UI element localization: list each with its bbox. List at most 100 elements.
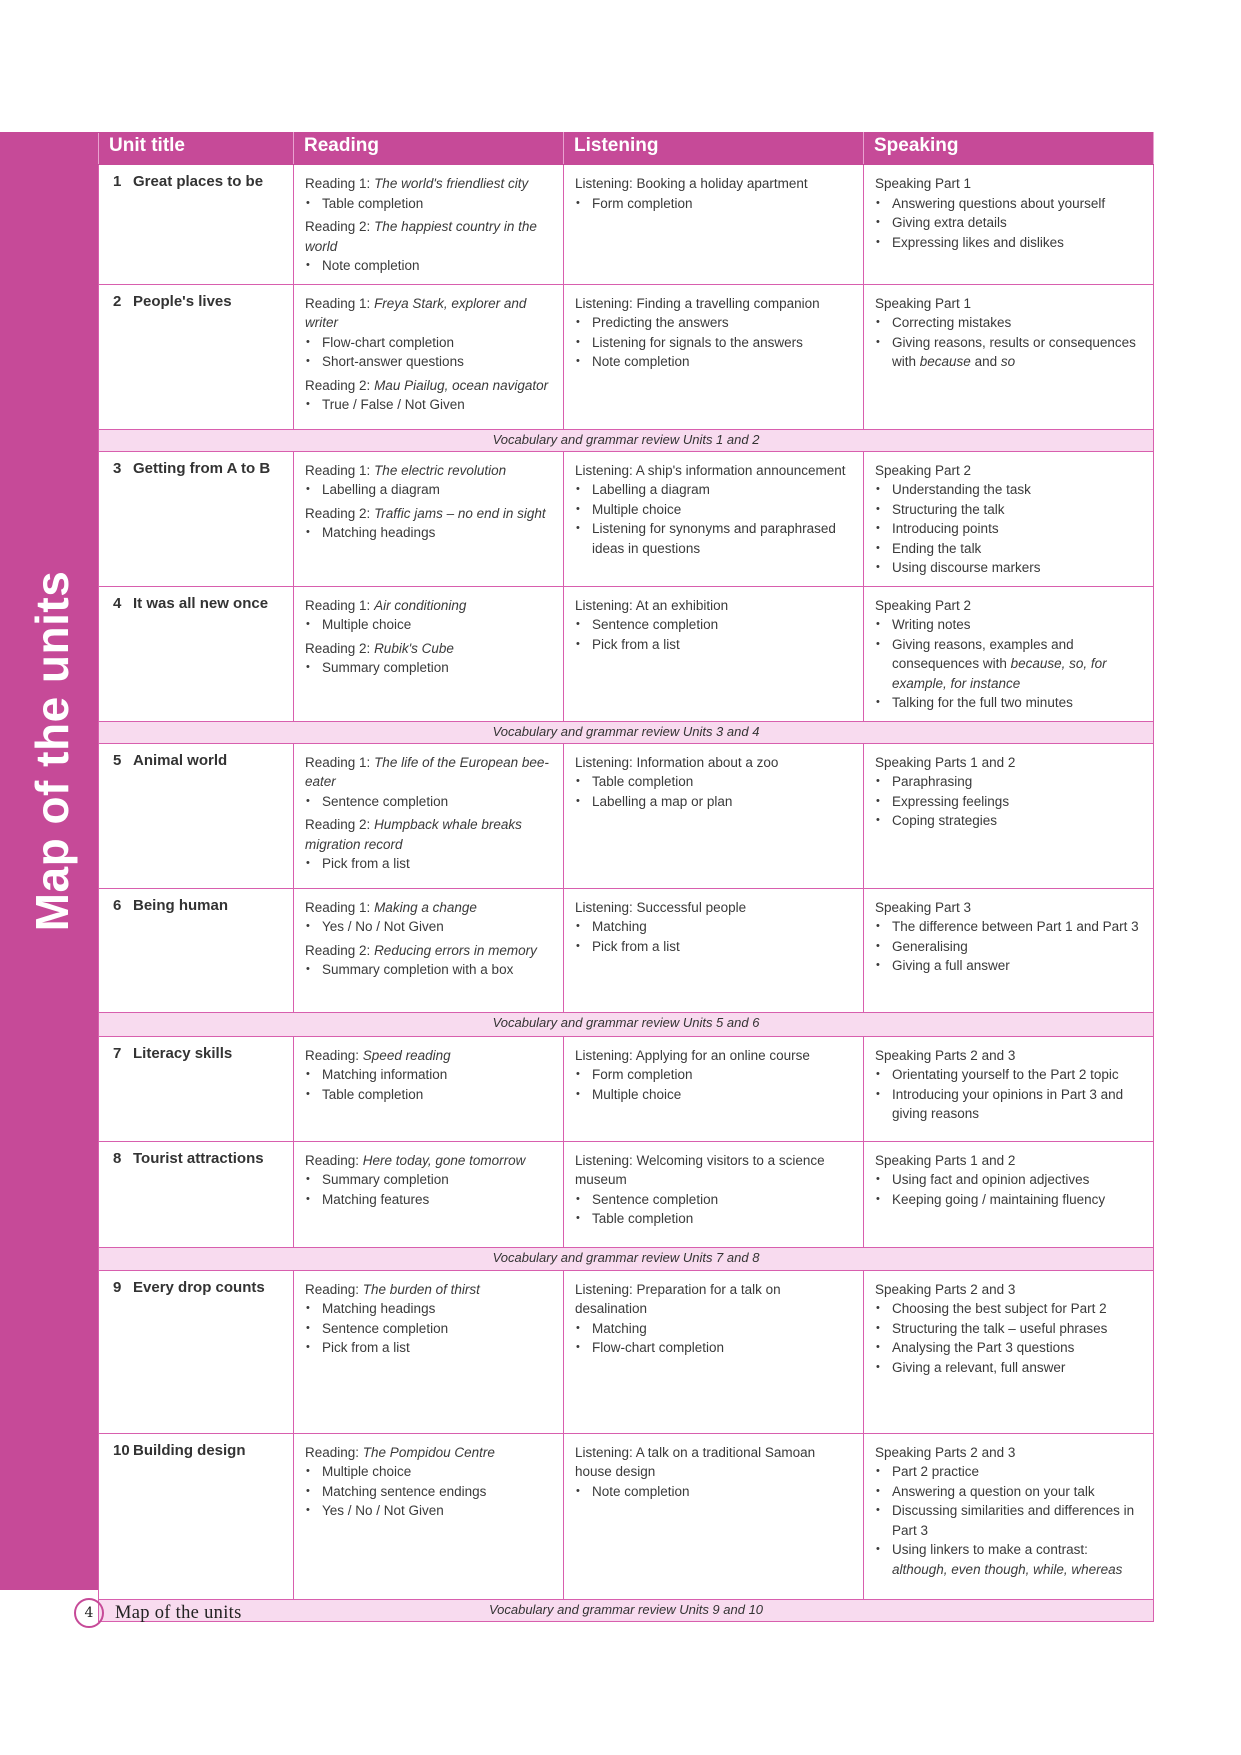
skill-item: Keeping going / maintaining fluency bbox=[875, 1190, 1143, 1210]
skill-item: Multiple choice bbox=[305, 615, 553, 635]
listening-heading: Listening: Successful people bbox=[575, 898, 853, 918]
text-segment: Here today, gone tomorrow bbox=[362, 1152, 526, 1168]
listening-block: Listening: A ship's information announce… bbox=[575, 461, 853, 559]
text-segment: The happiest country in the world bbox=[305, 219, 537, 254]
text-segment: Listening: Welcoming visitors to a scien… bbox=[575, 1152, 825, 1188]
reading-heading: Reading 1: The world's friendliest city bbox=[305, 174, 553, 194]
skill-item: Giving reasons, results or consequences … bbox=[875, 333, 1143, 372]
skill-item: Structuring the talk – useful phrases bbox=[875, 1319, 1143, 1339]
skill-item: Understanding the task bbox=[875, 480, 1143, 500]
speaking-heading: Speaking Parts 2 and 3 bbox=[875, 1046, 1143, 1066]
vocab-review-label: Vocabulary and grammar review Units 1 an… bbox=[98, 428, 1154, 452]
text-segment: Reading 1: bbox=[305, 176, 375, 191]
unit-number: 9 bbox=[113, 1278, 122, 1296]
text-segment: Labelling a diagram bbox=[322, 482, 440, 497]
skill-item: Writing notes bbox=[875, 615, 1143, 635]
text-segment: Listening: Booking a holiday apartment bbox=[575, 176, 808, 191]
reading-heading: Reading 1: Making a change bbox=[305, 898, 553, 918]
listening-cell: Listening: Preparation for a talk on des… bbox=[563, 1269, 864, 1434]
skill-item: Flow-chart completion bbox=[575, 1338, 853, 1358]
speaking-heading: Speaking Parts 1 and 2 bbox=[875, 753, 1143, 773]
text-segment: Listening: Successful people bbox=[575, 899, 747, 915]
unit-title-cell: 2 People's lives bbox=[98, 283, 294, 430]
reading-heading: Reading 1: Air conditioning bbox=[305, 596, 553, 616]
text-segment: Reading 2: bbox=[305, 942, 375, 958]
text-segment: Matching headings bbox=[322, 525, 436, 540]
speaking-block: Speaking Part 2 Understanding the task Str… bbox=[875, 461, 1143, 578]
listening-skill-list: Matching Flow-chart completion bbox=[575, 1319, 853, 1358]
unit-title: Getting from A to B bbox=[133, 459, 271, 477]
text-segment: and bbox=[970, 354, 1001, 369]
skill-item: Flow-chart completion bbox=[305, 333, 553, 353]
listening-skill-list: Form completion bbox=[575, 194, 853, 214]
speaking-cell: Speaking Part 2 Understanding the task Str… bbox=[863, 450, 1154, 587]
text-segment: Structuring the talk – useful phrases bbox=[892, 1320, 1108, 1336]
listening-cell: Listening: At an exhibition Sentence comp… bbox=[563, 585, 864, 722]
skill-item: Orientating yourself to the Part 2 topic bbox=[875, 1065, 1143, 1085]
text-segment: Orientating yourself to the Part 2 topic bbox=[892, 1067, 1119, 1082]
skill-item: Labelling a diagram bbox=[575, 480, 853, 500]
skill-item: Discussing similarities and differences … bbox=[875, 1501, 1143, 1540]
vocab-review-label: Vocabulary and grammar review Units 3 an… bbox=[98, 720, 1154, 744]
skill-item: Table completion bbox=[305, 1085, 553, 1105]
text-segment: Introducing points bbox=[892, 521, 999, 536]
listening-skill-list: Matching Pick from a list bbox=[575, 917, 853, 956]
skill-item: Answering a question on your talk bbox=[875, 1482, 1143, 1502]
speaking-heading: Speaking Part 2 bbox=[875, 461, 1143, 481]
reading-heading: Reading 1: The electric revolution bbox=[305, 461, 553, 481]
text-segment: The life of the European bee-eater bbox=[305, 754, 549, 790]
unit-number: 8 bbox=[113, 1149, 122, 1167]
skill-item: Coping strategies bbox=[875, 811, 1143, 831]
unit-row: 4 It was all new once Reading 1: Air condi… bbox=[98, 585, 1154, 722]
vocab-review-row: Vocabulary and grammar review Units 7 an… bbox=[98, 1246, 1154, 1271]
text-segment: Speaking Parts 1 and 2 bbox=[875, 754, 1016, 770]
unit-title: Being human bbox=[133, 896, 229, 914]
skill-item: Matching sentence endings bbox=[305, 1482, 553, 1502]
unit-row: 1 Great places to be Reading 1: The world'… bbox=[98, 164, 1154, 285]
reading-block: Reading: Here today, gone tomorrowSummar… bbox=[305, 1151, 553, 1210]
skill-item: Sentence completion bbox=[575, 615, 853, 635]
unit-title: Tourist attractions bbox=[133, 1149, 264, 1167]
skill-item: Matching bbox=[575, 917, 853, 937]
unit-title: Literacy skills bbox=[133, 1044, 233, 1062]
skill-item: Multiple choice bbox=[305, 1462, 553, 1482]
skill-item: Sentence completion bbox=[575, 1190, 853, 1210]
unit-title: It was all new once bbox=[133, 594, 269, 612]
skill-item: Short-answer questions bbox=[305, 352, 553, 372]
skill-item: Sentence completion bbox=[305, 792, 553, 812]
unit-title-cell: 10 Building design bbox=[98, 1432, 294, 1600]
reading-heading: Reading 1: Freya Stark, explorer and wri… bbox=[305, 294, 553, 333]
reading-skill-list: Matching information Table completion bbox=[305, 1065, 553, 1104]
reading-heading: Reading 2: Traffic jams – no end in sigh… bbox=[305, 504, 553, 524]
text-segment: Answering questions about yourself bbox=[892, 195, 1106, 211]
reading-block: Reading 1: Air conditioningMultiple choi… bbox=[305, 596, 553, 635]
text-segment: Listening: Preparation for a talk on des… bbox=[575, 1281, 781, 1317]
skill-item: Labelling a map or plan bbox=[575, 792, 853, 812]
text-segment: Reducing errors in memory bbox=[374, 942, 537, 958]
text-segment: Rubik's Cube bbox=[374, 640, 454, 656]
skill-item: Labelling a diagram bbox=[305, 480, 553, 500]
skill-item: Structuring the talk bbox=[875, 500, 1143, 520]
text-segment: Sentence completion bbox=[322, 1320, 449, 1336]
text-segment: Table completion bbox=[592, 1211, 694, 1226]
text-segment: Making a change bbox=[374, 899, 477, 915]
text-segment: Summary completion bbox=[322, 1172, 449, 1187]
speaking-cell: Speaking Parts 1 and 2 Using fact and opi… bbox=[863, 1140, 1154, 1248]
reading-skill-list: Summary completion Matching features bbox=[305, 1170, 553, 1209]
skill-item: Summary completion bbox=[305, 658, 553, 678]
text-segment: Giving a relevant, full answer bbox=[892, 1359, 1066, 1375]
text-segment: Form completion bbox=[592, 1067, 693, 1082]
text-segment: Reading 2: bbox=[305, 817, 375, 832]
text-segment: Listening for synonyms and paraphrased i… bbox=[592, 521, 836, 556]
text-segment: Matching sentence endings bbox=[322, 1483, 487, 1499]
speaking-cell: Speaking Parts 2 and 3 Part 2 practice Ans… bbox=[863, 1432, 1154, 1600]
listening-cell: Listening: A ship's information announce… bbox=[563, 450, 864, 587]
reading-skill-list: Labelling a diagram bbox=[305, 480, 553, 500]
unit-number: 3 bbox=[113, 459, 122, 477]
text-segment: Giving reasons, results or consequences … bbox=[892, 334, 1136, 370]
reading-skill-list: Multiple choice Matching sentence endings… bbox=[305, 1462, 553, 1521]
listening-heading: Listening: Finding a travelling companio… bbox=[575, 294, 853, 314]
header-unit-title: Unit title bbox=[98, 132, 294, 165]
speaking-skill-list: Orientating yourself to the Part 2 topic… bbox=[875, 1065, 1143, 1124]
